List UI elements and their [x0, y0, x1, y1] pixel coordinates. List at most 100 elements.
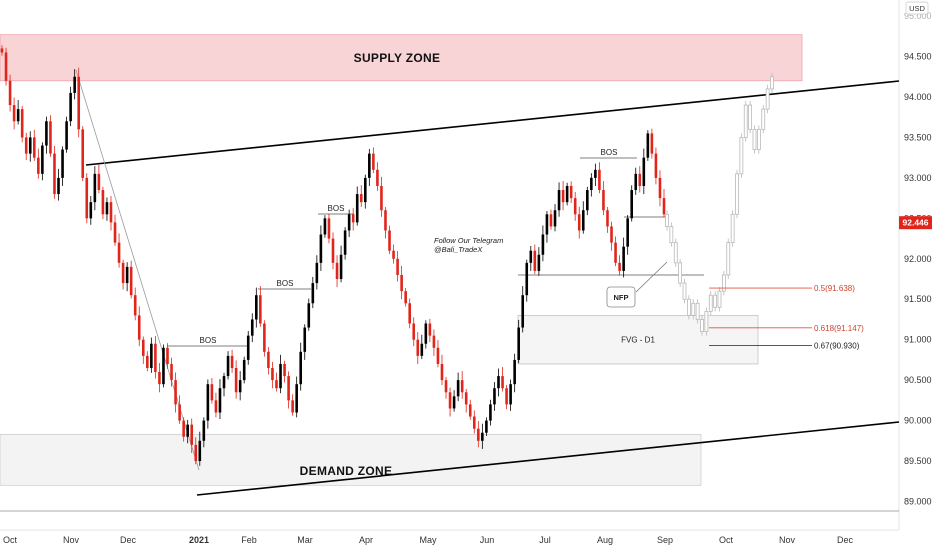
candle-body [485, 420, 488, 433]
telegram-note-line1: Follow Our Telegram [434, 236, 503, 245]
last-price-value: 92.446 [903, 218, 929, 228]
candle-body [41, 145, 44, 174]
candle-body [287, 376, 290, 401]
candle-body [190, 424, 194, 445]
candle-body [525, 262, 529, 296]
candle-body [368, 153, 371, 178]
candle-body [0, 48, 4, 53]
projection-body [691, 302, 696, 316]
projection-body [735, 173, 739, 215]
candle-body [392, 250, 395, 259]
bos-label-2: BOS [277, 279, 294, 288]
candle-body [626, 218, 629, 247]
bos-label-3: BOS [328, 204, 345, 213]
projection-body [765, 88, 770, 110]
candle-body [380, 185, 383, 211]
projection-body [713, 294, 718, 308]
bos-label-1: BOS [200, 336, 217, 345]
candle-body [456, 380, 460, 397]
time-tick-8: Jun [480, 535, 495, 545]
candle-body [141, 339, 145, 356]
currency-badge [905, 1, 929, 15]
candle-body [263, 323, 266, 352]
nfp-pointer [635, 261, 668, 293]
projection-body [704, 310, 709, 332]
price-tick-8: 90.500 [904, 375, 932, 385]
candle-body [105, 202, 109, 215]
candle-body [614, 242, 617, 263]
price-tick-6: 91.500 [904, 294, 932, 304]
candle-body [376, 169, 379, 186]
candle-body [109, 202, 113, 223]
candle-body [8, 80, 12, 106]
candle-body [198, 440, 202, 462]
candle-body [73, 76, 76, 93]
projection-body [708, 294, 713, 312]
candle-body [255, 295, 258, 320]
candle-body [319, 234, 323, 263]
last-price-tag [899, 216, 932, 230]
projection-body [756, 128, 761, 150]
projection-body [761, 108, 766, 130]
candle-body [622, 246, 625, 271]
candle-body [464, 392, 468, 405]
time-tick-14: Dec [837, 535, 854, 545]
projection-body [748, 104, 753, 130]
candle-body [444, 380, 448, 393]
candle-body [279, 363, 282, 389]
candle-body [549, 214, 553, 227]
candle-body [186, 424, 189, 437]
candle-body [202, 420, 206, 441]
candle-body [420, 343, 424, 356]
candle-body [618, 262, 621, 271]
candle-body [493, 388, 496, 405]
candle-body [416, 339, 420, 356]
candlestick-series [0, 45, 666, 466]
currency-label: USD [909, 4, 925, 13]
candle-body [271, 368, 274, 381]
time-tick-3: 2021 [189, 535, 209, 545]
candle-body [553, 210, 557, 227]
fib-label-1: 0.618(91.147) [814, 324, 864, 333]
candle-body [481, 432, 484, 441]
candle-body [408, 303, 411, 324]
supply-zone [0, 34, 803, 82]
candle-body [242, 359, 246, 381]
candle-body [117, 242, 121, 263]
candle-body [654, 153, 658, 178]
projection-body [743, 104, 748, 138]
time-tick-2: Dec [120, 535, 137, 545]
nfp-callout-label: NFP [614, 293, 629, 302]
price-axis: 94.50094.00093.50093.00092.50092.00091.5… [904, 11, 932, 506]
candle-body [57, 177, 60, 195]
candle-body [331, 238, 335, 263]
time-tick-5: Mar [297, 535, 313, 545]
candle-body [230, 355, 234, 368]
telegram-note-line2: @Bali_TradeX [434, 245, 483, 254]
projection-body [770, 76, 774, 90]
candle-body [16, 109, 20, 122]
projection-body [665, 213, 669, 227]
candle-body [557, 190, 561, 211]
candle-body [412, 323, 416, 340]
candle-body [598, 169, 601, 191]
candle-body [93, 173, 97, 203]
candle-body [291, 400, 294, 413]
candle-body [372, 153, 375, 170]
lower-channel-line [196, 421, 900, 496]
candle-body [477, 428, 480, 441]
candle-body [69, 92, 72, 122]
candle-body [533, 250, 537, 271]
projection-body [700, 319, 704, 332]
candle-body [77, 76, 80, 130]
projection-body [726, 242, 731, 276]
candle-body [581, 210, 585, 231]
projection-body [682, 282, 687, 300]
time-tick-1: Nov [63, 535, 80, 545]
candle-body [505, 388, 508, 405]
candle-body [4, 52, 8, 81]
candle-body [246, 335, 250, 360]
demand-zone [0, 433, 702, 486]
price-tick-1: 94.000 [904, 92, 932, 102]
